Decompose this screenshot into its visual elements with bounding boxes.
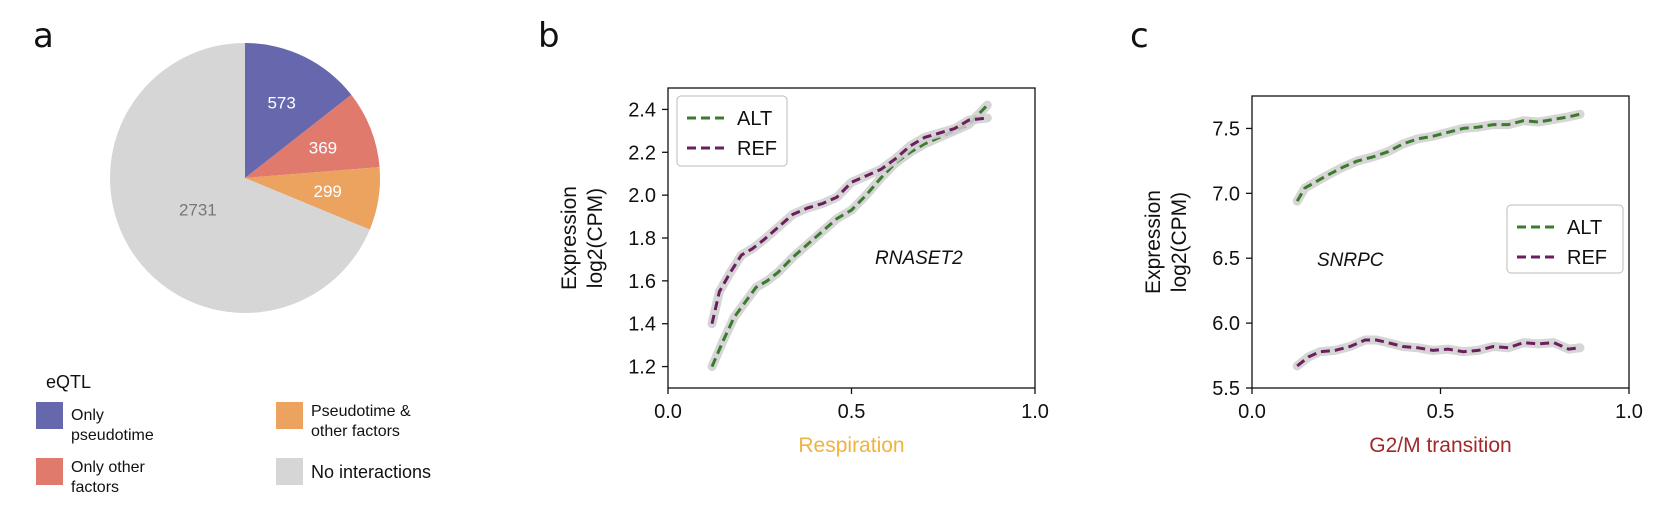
legend-swatch-only-pseudotime xyxy=(36,402,63,429)
legend-swatch-no-interactions xyxy=(276,458,303,485)
pie-chart: 573 369 299 2731 xyxy=(110,43,380,313)
legend-label-pseudotime-other: Pseudotime & other factors xyxy=(311,403,411,440)
y-tick-label: 2.0 xyxy=(628,185,656,207)
series-line-ref xyxy=(1296,338,1581,368)
pie-slice-only-pseudotime xyxy=(245,43,352,178)
pie-value-no-interactions: 2731 xyxy=(179,201,217,220)
legend-item-only-other: Only other factors xyxy=(36,458,171,498)
series-line-ref xyxy=(710,116,988,325)
panel-label-b: b xyxy=(538,16,560,56)
panel-label-c: c xyxy=(1130,16,1149,56)
line-chart-g2m: 5.5 6.0 6.5 7.0 7.5 0.0 0.5 1.0 G2/M transition E… xyxy=(1142,95,1643,457)
y-tick-label: 7.0 xyxy=(1212,183,1240,205)
y-axis-label-line: log2(CPM) xyxy=(1168,192,1191,292)
legend-item-pseudotime-other: Pseudotime & other factors xyxy=(276,402,426,442)
legend-label-alt: ALT xyxy=(737,108,772,130)
x-axis-label: G2/M transition xyxy=(1369,434,1511,457)
legend-label-only-other: Only other factors xyxy=(71,459,145,496)
legend-label-no-interactions: No interactions xyxy=(311,462,432,482)
x-axis-label: Respiration xyxy=(798,434,904,457)
legend-swatch-pseudotime-other xyxy=(276,402,303,429)
legend-label-alt: ALT xyxy=(1567,217,1602,239)
y-axis-label-line: log2(CPM) xyxy=(584,188,607,288)
gene-annotation: RNASET2 xyxy=(875,248,963,269)
series-line-alt xyxy=(710,104,989,368)
y-tick-label: 1.2 xyxy=(628,357,656,379)
pie-slice-only-other-factors xyxy=(245,94,380,178)
line-chart-respiration: 1.2 1.4 1.6 1.8 2.0 2.2 2.4 0.0 0.5 1.0 Respiratio… xyxy=(558,87,1049,457)
pie-slice-pseudotime-other-factors xyxy=(245,167,380,230)
x-tick-label: 1.0 xyxy=(1021,401,1049,423)
x-tick-label: 0.5 xyxy=(1427,401,1455,423)
legend-label-ref: REF xyxy=(1567,247,1607,269)
y-tick-label: 2.4 xyxy=(628,99,656,121)
y-tick-label: 1.8 xyxy=(628,228,656,250)
y-tick-label: 1.6 xyxy=(628,271,656,293)
pie-value-only-other-factors: 369 xyxy=(309,139,337,158)
pie-value-only-pseudotime: 573 xyxy=(267,94,295,113)
gene-annotation: SNRPC xyxy=(1317,250,1384,271)
pie-slice-no-interactions xyxy=(110,43,370,313)
x-tick-label: 0.5 xyxy=(838,401,866,423)
y-tick-label: 2.2 xyxy=(628,142,656,164)
series-line-alt xyxy=(1295,112,1581,202)
x-tick-label: 0.0 xyxy=(1238,401,1266,423)
y-tick-label: 6.5 xyxy=(1212,248,1240,270)
chart-legend: ALT REF xyxy=(676,95,788,167)
x-tick-label: 1.0 xyxy=(1615,401,1643,423)
y-tick-label: 5.5 xyxy=(1212,378,1240,400)
panel-label-a: a xyxy=(33,16,54,56)
confidence-band-ref xyxy=(1292,335,1585,371)
legend-swatch-only-other xyxy=(36,458,63,485)
pie-legend-title: eQTL xyxy=(46,372,92,392)
y-tick-label: 1.4 xyxy=(628,314,656,336)
y-axis-label-line: Expression xyxy=(1142,190,1165,294)
chart-legend: ALT REF xyxy=(1506,204,1624,274)
legend-label-only-pseudotime: Only pseudotime xyxy=(71,407,154,444)
legend-item-only-pseudotime: Only pseudotime xyxy=(36,402,191,446)
y-tick-label: 7.5 xyxy=(1212,118,1240,140)
y-tick-label: 6.0 xyxy=(1212,313,1240,335)
pie-legend: eQTL Only pseudotime Pseudotime & other … xyxy=(36,372,456,512)
y-axis-label-line: Expression xyxy=(558,186,581,290)
pie-value-pseudotime-other-factors: 299 xyxy=(313,182,341,201)
legend-item-no-interactions: No interactions xyxy=(276,458,461,485)
confidence-band-alt xyxy=(1292,109,1585,206)
x-tick-label: 0.0 xyxy=(654,401,682,423)
legend-label-ref: REF xyxy=(737,138,777,160)
